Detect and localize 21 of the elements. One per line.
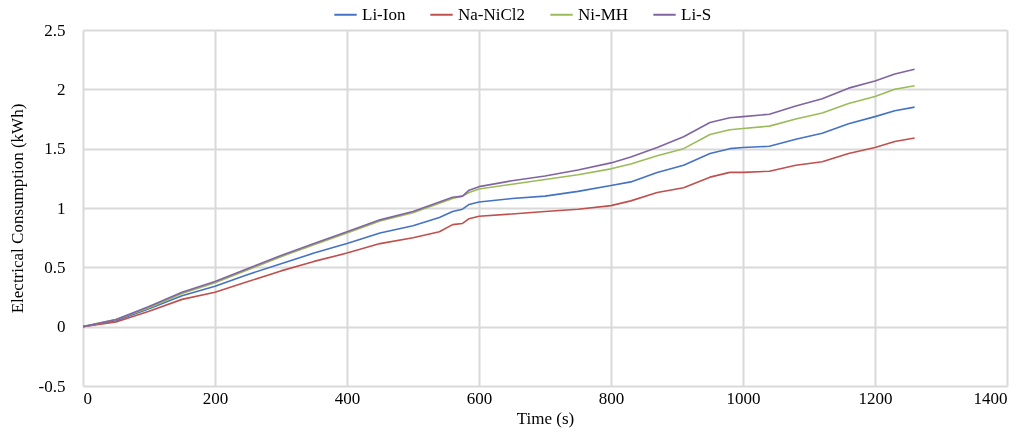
legend-label: Na-NiCl2 — [458, 4, 526, 24]
y-tick-label: 0 — [57, 317, 66, 337]
y-tick-label: 1 — [57, 198, 66, 218]
x-tick-label: 1400 — [973, 388, 1008, 408]
y-tick-label: 2 — [57, 79, 66, 99]
legend-label: Li-S — [681, 4, 712, 24]
x-tick-label: 400 — [334, 388, 361, 408]
y-tick-label: -0.5 — [38, 376, 66, 396]
legend-label: Li-Ion — [362, 4, 406, 24]
legend-label: Ni-MH — [578, 4, 629, 24]
x-tick-label: 600 — [466, 388, 493, 408]
y-tick-label: 2.5 — [44, 20, 66, 40]
x-tick-label: 800 — [598, 388, 625, 408]
y-axis-title: Electrical Consumption (kWh) — [7, 103, 27, 314]
x-tick-label: 0 — [83, 388, 92, 408]
y-tick-label: 1.5 — [44, 139, 66, 159]
x-axis-title: Time (s) — [516, 408, 575, 428]
x-tick-label: 1200 — [858, 388, 893, 408]
x-tick-label: 200 — [202, 388, 229, 408]
x-tick-label: 1000 — [726, 388, 761, 408]
y-tick-label: 0.5 — [44, 257, 66, 277]
